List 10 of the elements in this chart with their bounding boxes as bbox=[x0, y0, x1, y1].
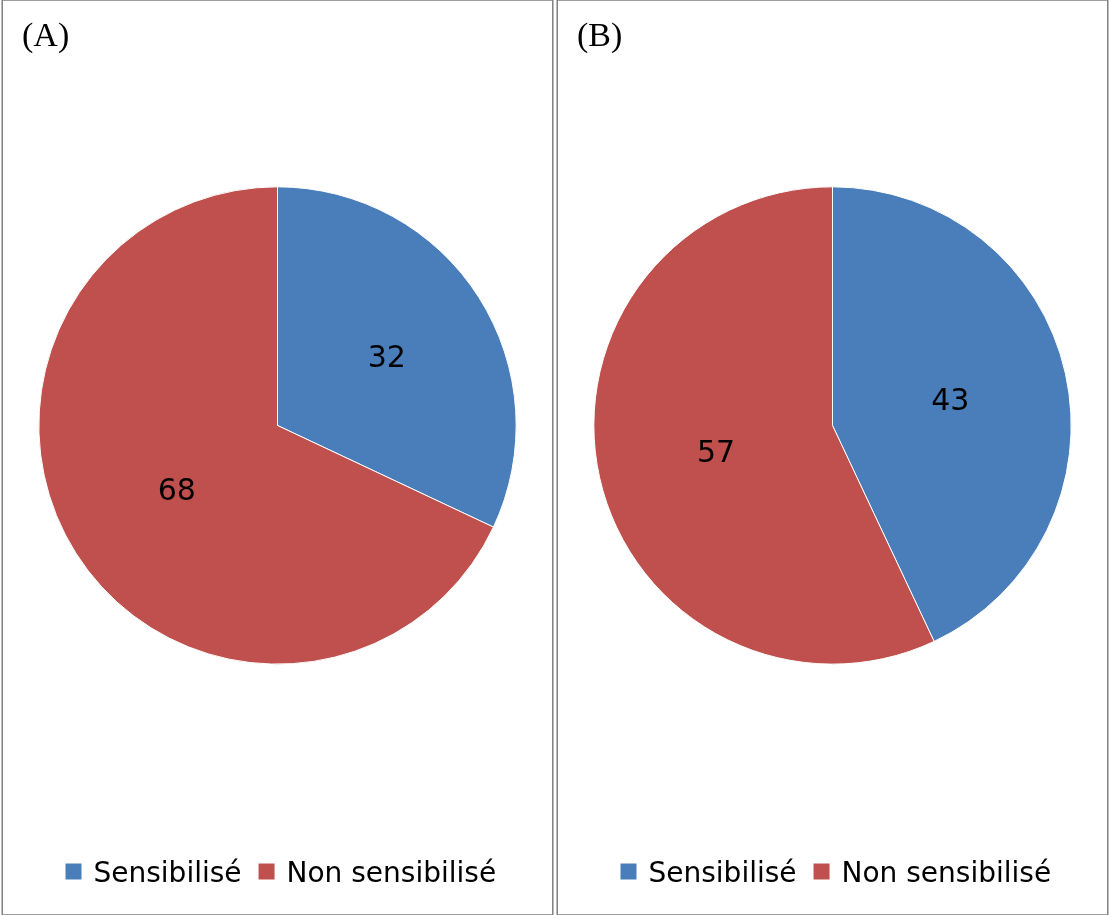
data-label: 43 bbox=[931, 381, 970, 417]
data-label: 57 bbox=[696, 434, 736, 469]
chart-title: (A) bbox=[22, 16, 70, 54]
legend-label: Non sensibilisé bbox=[841, 856, 1052, 890]
data-label: 68 bbox=[157, 471, 196, 507]
chart-title: (B) bbox=[577, 16, 623, 54]
data-label: 32 bbox=[367, 338, 406, 374]
legend-label: Non sensibilisé bbox=[286, 856, 497, 890]
legend-label: Sensibilisé bbox=[648, 856, 797, 890]
legend-label: Sensibilisé bbox=[93, 856, 242, 890]
